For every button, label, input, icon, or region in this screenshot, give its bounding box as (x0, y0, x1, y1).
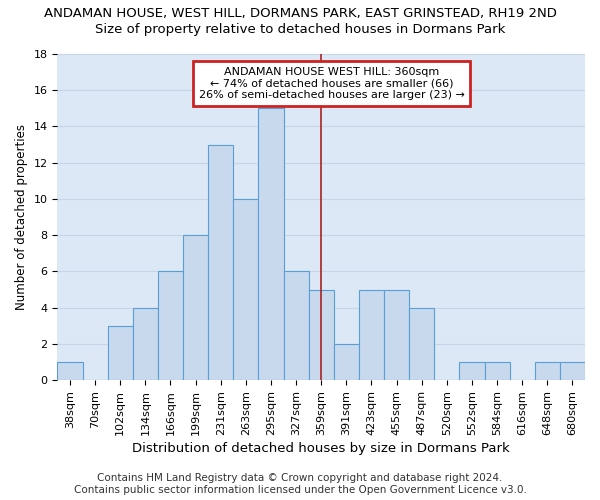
Text: ANDAMAN HOUSE, WEST HILL, DORMANS PARK, EAST GRINSTEAD, RH19 2ND: ANDAMAN HOUSE, WEST HILL, DORMANS PARK, … (44, 8, 556, 20)
Bar (158, 272, 183, 380)
Bar (359, 290, 384, 380)
Bar (334, 344, 359, 380)
Bar (133, 308, 158, 380)
Bar (308, 290, 334, 380)
Bar (208, 144, 233, 380)
Bar (259, 108, 284, 380)
Bar (58, 362, 83, 380)
Text: Size of property relative to detached houses in Dormans Park: Size of property relative to detached ho… (95, 22, 505, 36)
Bar (460, 362, 485, 380)
Bar (107, 326, 133, 380)
X-axis label: Distribution of detached houses by size in Dormans Park: Distribution of detached houses by size … (133, 442, 510, 455)
Bar (485, 362, 509, 380)
Bar (535, 362, 560, 380)
Bar (409, 308, 434, 380)
Bar (384, 290, 409, 380)
Bar (183, 235, 208, 380)
Text: ANDAMAN HOUSE WEST HILL: 360sqm
← 74% of detached houses are smaller (66)
26% of: ANDAMAN HOUSE WEST HILL: 360sqm ← 74% of… (199, 67, 464, 100)
Y-axis label: Number of detached properties: Number of detached properties (15, 124, 28, 310)
Bar (560, 362, 585, 380)
Text: Contains HM Land Registry data © Crown copyright and database right 2024.
Contai: Contains HM Land Registry data © Crown c… (74, 474, 526, 495)
Bar (284, 272, 308, 380)
Bar (233, 199, 259, 380)
